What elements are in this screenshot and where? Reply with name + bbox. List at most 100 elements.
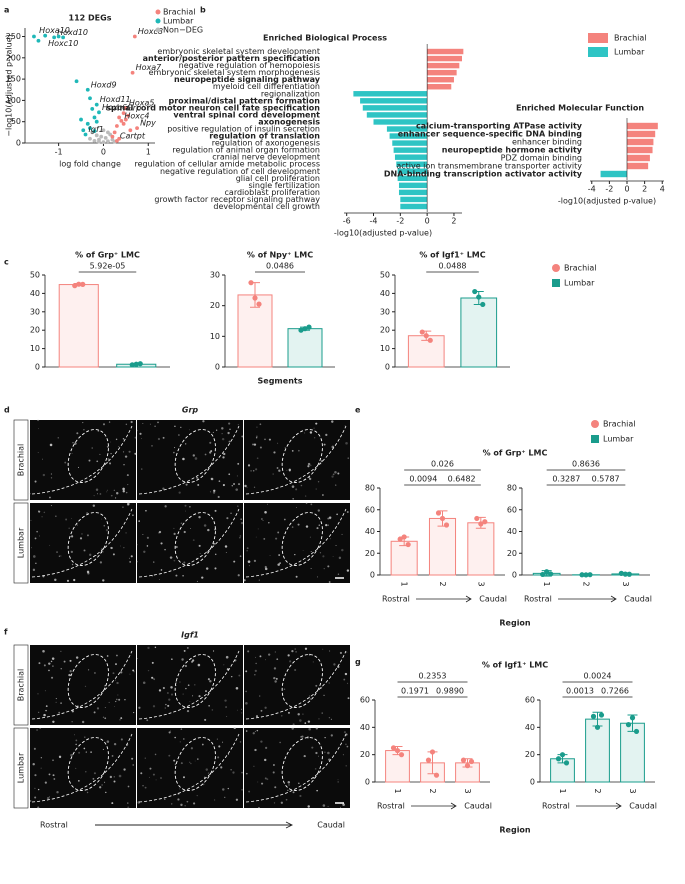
point (92, 115, 97, 120)
speckle (134, 452, 137, 455)
micrograph (137, 645, 243, 725)
speckle (344, 743, 347, 746)
speckle (30, 800, 32, 802)
speckle (346, 569, 350, 572)
data-point (548, 571, 554, 577)
p-value: 0.0094 (409, 475, 437, 484)
speckle (212, 491, 216, 494)
row-label-box (13, 419, 29, 501)
speckle (194, 760, 196, 762)
speckle (130, 555, 133, 558)
data-point (133, 361, 139, 367)
y-tick-label: 100 (6, 96, 21, 105)
speckle (122, 438, 125, 440)
p-value: 0.026 (431, 460, 454, 469)
legend-label: Brachial (564, 264, 597, 273)
speckle (260, 709, 263, 712)
speckle (110, 546, 113, 550)
data-point (474, 515, 480, 522)
speckle (152, 773, 155, 776)
speckle (247, 464, 251, 467)
speckle (192, 659, 195, 662)
data-point (579, 572, 585, 578)
speckle (261, 782, 264, 785)
speckle (327, 524, 329, 526)
point (43, 33, 48, 38)
speckle (254, 748, 257, 752)
data-point (439, 515, 446, 522)
speckle (304, 722, 307, 724)
speckle (255, 662, 257, 665)
bar (397, 168, 428, 174)
speckle (253, 559, 257, 562)
chart-title: % of Npy⁺ LMC (247, 251, 313, 260)
axis-end: Caudal (629, 802, 657, 811)
speckle (259, 423, 262, 426)
speckle (180, 522, 183, 525)
speckle (175, 545, 178, 549)
speckle (301, 735, 304, 738)
speckle (64, 461, 67, 464)
speckle (254, 669, 257, 673)
x-tick-label: -2 (605, 185, 613, 194)
speckle (344, 425, 346, 427)
point (92, 129, 97, 133)
speckle (167, 704, 170, 707)
speckle (183, 530, 186, 534)
point (92, 138, 97, 143)
speckle (115, 663, 117, 666)
x-tick-label: 2 (642, 185, 647, 194)
speckle (99, 453, 101, 455)
point (99, 134, 104, 139)
speckle (133, 671, 135, 673)
category-label: neuropeptide hormone activity (442, 146, 583, 155)
y-tick-label: 10 (30, 344, 40, 353)
speckle (146, 536, 149, 539)
category-label: positive regulation of insulin secretion (167, 125, 320, 134)
speckle (136, 544, 138, 546)
bar (467, 522, 495, 576)
speckle (288, 468, 291, 472)
y-tick-label: 60 (525, 696, 535, 705)
speckle (258, 579, 260, 581)
y-tick-label: 10 (210, 332, 220, 341)
speckle (296, 507, 297, 508)
speckle (190, 747, 193, 750)
speckle (41, 516, 43, 518)
speckle (206, 551, 209, 553)
speckle (93, 671, 96, 674)
lmc-outline (67, 654, 109, 708)
x-axis-label: Region (499, 619, 531, 628)
y-tick-label: 40 (365, 527, 375, 536)
speckle (188, 429, 190, 431)
speckle (186, 646, 189, 649)
speckle (49, 544, 51, 546)
speckle (298, 449, 300, 452)
speckle (275, 677, 278, 680)
bar (353, 91, 428, 97)
speckle (151, 676, 154, 679)
speckle (264, 758, 267, 762)
speckle (86, 791, 89, 794)
p-value: 0.2353 (419, 672, 447, 681)
speckle (196, 580, 198, 582)
speckle (149, 767, 152, 770)
speckle (99, 561, 103, 564)
speckle (164, 798, 166, 800)
point (94, 119, 99, 124)
speckle (136, 429, 138, 432)
speckle (179, 681, 181, 683)
speckle (40, 767, 42, 769)
speckle (255, 468, 258, 471)
speckle (305, 525, 309, 528)
speckle (292, 791, 295, 794)
y-tick-label: 0 (365, 778, 370, 787)
point (128, 128, 133, 133)
point-label: Hoxc4 (124, 111, 149, 120)
category-label: developmental cell growth (213, 202, 320, 211)
speckle (173, 451, 175, 454)
speckle (239, 535, 242, 537)
speckle (332, 473, 335, 476)
x-tick-label: 1 (558, 788, 567, 793)
micrograph (244, 420, 350, 500)
